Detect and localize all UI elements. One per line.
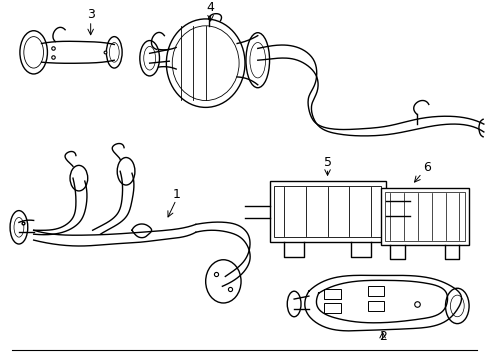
Bar (380, 188, 468, 245)
Ellipse shape (10, 211, 28, 244)
Text: 6: 6 (422, 161, 430, 174)
Ellipse shape (109, 42, 119, 62)
Ellipse shape (249, 42, 265, 78)
Ellipse shape (143, 46, 155, 70)
Ellipse shape (286, 291, 301, 317)
Text: 1: 1 (172, 188, 180, 201)
Ellipse shape (20, 31, 47, 74)
Text: 2: 2 (378, 330, 386, 343)
Ellipse shape (140, 41, 159, 76)
Bar (323, 289, 341, 299)
Text: 4: 4 (206, 1, 214, 14)
Ellipse shape (24, 37, 43, 68)
Bar (367, 286, 383, 296)
Ellipse shape (117, 158, 135, 185)
Bar (367, 301, 383, 311)
Ellipse shape (205, 260, 241, 303)
Ellipse shape (70, 165, 87, 191)
Ellipse shape (449, 295, 463, 317)
Bar (323, 303, 341, 313)
Bar (269, 181, 385, 242)
Ellipse shape (245, 33, 269, 88)
Ellipse shape (172, 26, 239, 100)
Ellipse shape (445, 288, 468, 324)
Bar (274, 186, 380, 237)
Ellipse shape (166, 19, 244, 107)
Ellipse shape (14, 217, 24, 237)
Bar (384, 192, 464, 241)
Ellipse shape (106, 37, 122, 68)
Text: 5: 5 (323, 156, 331, 169)
Text: 3: 3 (86, 8, 94, 21)
